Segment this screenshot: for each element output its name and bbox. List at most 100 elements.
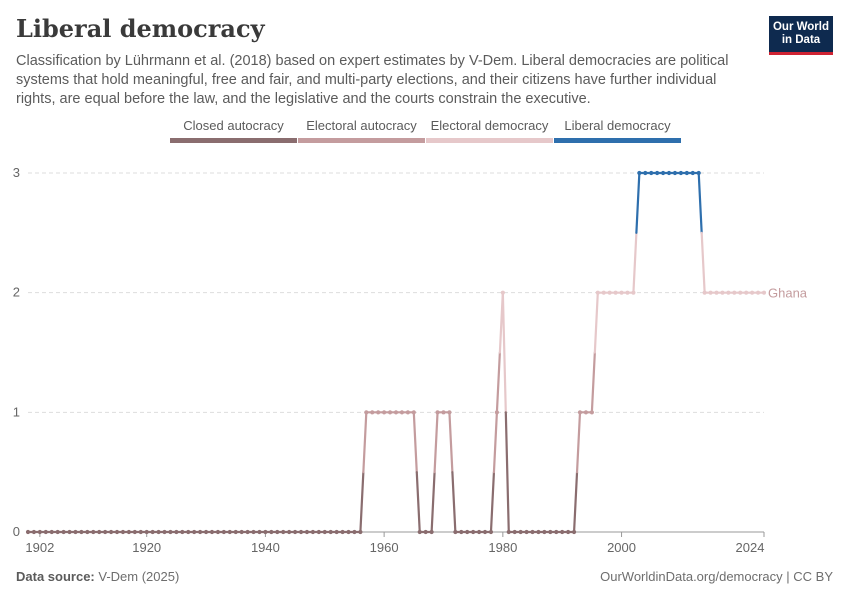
- data-point: [275, 529, 280, 535]
- data-point: [328, 529, 333, 535]
- series-line-segment: [697, 171, 703, 234]
- data-point: [257, 529, 262, 535]
- x-tick-label: 1980: [488, 540, 517, 555]
- data-point: [203, 529, 209, 535]
- x-tick-label: 1940: [251, 540, 280, 555]
- data-point: [192, 529, 197, 535]
- data-point: [738, 290, 743, 295]
- data-point: [239, 529, 244, 535]
- series-line-segment: [430, 471, 436, 534]
- data-source-value[interactable]: V-Dem (2025): [98, 569, 180, 584]
- data-point: [583, 410, 589, 415]
- data-point: [750, 290, 755, 295]
- series-label-ghana: Ghana: [768, 286, 808, 301]
- data-point: [589, 410, 594, 415]
- data-point: [476, 529, 482, 535]
- data-point: [761, 290, 767, 295]
- data-point: [138, 529, 143, 535]
- data-point: [263, 529, 268, 535]
- series-line-segment: [632, 231, 638, 294]
- legend-electoral-autocracy[interactable]: Electoral autocracy: [298, 118, 425, 143]
- data-point: [31, 529, 37, 535]
- data-point: [548, 529, 553, 535]
- data-point: [720, 290, 725, 295]
- data-point: [447, 410, 452, 415]
- data-point: [156, 529, 161, 535]
- x-tick-label: 2024: [736, 540, 765, 555]
- data-point: [304, 529, 310, 535]
- data-point: [387, 410, 393, 415]
- data-point: [269, 529, 274, 535]
- footer-url[interactable]: OurWorldinData.org/democracy | CC BY: [600, 569, 833, 584]
- data-point: [435, 410, 440, 415]
- data-point: [714, 290, 719, 295]
- series-line-segment: [504, 411, 510, 534]
- data-point: [560, 529, 565, 535]
- data-point: [732, 290, 737, 295]
- data-point: [382, 410, 387, 415]
- owid-logo[interactable]: Our World in Data: [769, 16, 833, 55]
- series-line-segment: [590, 351, 596, 414]
- data-point: [631, 290, 636, 295]
- data-point: [755, 290, 761, 295]
- data-point: [417, 529, 422, 535]
- data-point: [281, 529, 286, 535]
- data-point: [162, 529, 167, 535]
- data-point: [524, 529, 529, 535]
- data-point: [370, 410, 375, 415]
- data-point: [500, 290, 505, 295]
- data-point: [619, 290, 624, 295]
- data-point: [73, 529, 78, 535]
- data-point: [346, 529, 351, 535]
- chart-legend: Closed autocracy Electoral autocracy Ele…: [170, 118, 682, 143]
- data-point: [536, 529, 541, 535]
- data-point: [405, 410, 410, 415]
- x-tick-label: 1960: [370, 540, 399, 555]
- data-point: [429, 529, 434, 535]
- data-point: [601, 290, 606, 295]
- series-line-segment: [572, 471, 579, 534]
- data-point: [702, 290, 707, 295]
- y-tick-label: 2: [13, 285, 20, 300]
- data-point: [726, 290, 731, 295]
- data-point: [542, 529, 547, 535]
- series-line-segment: [575, 411, 582, 474]
- data-point: [298, 529, 304, 535]
- data-point: [245, 529, 250, 535]
- data-point: [643, 170, 648, 176]
- data-source-label: Data source:: [16, 569, 95, 584]
- series-line-segment: [412, 411, 418, 474]
- legend-liberal-democracy[interactable]: Liberal democracy: [554, 118, 681, 143]
- data-point: [506, 529, 511, 535]
- series-line-segment: [700, 231, 706, 294]
- data-point: [144, 529, 149, 535]
- data-point: [198, 529, 203, 535]
- data-point: [352, 529, 357, 535]
- data-point: [613, 290, 618, 295]
- data-point: [376, 410, 381, 415]
- data-point: [399, 410, 405, 415]
- logo-line-1: Our World: [772, 21, 829, 33]
- data-point: [108, 529, 114, 535]
- data-point: [518, 529, 523, 535]
- data-point: [97, 529, 102, 535]
- data-point: [150, 529, 155, 535]
- data-point: [708, 290, 713, 295]
- legend-electoral-democracy[interactable]: Electoral democracy: [426, 118, 553, 143]
- data-point: [595, 290, 600, 295]
- data-point: [488, 529, 494, 535]
- data-point: [103, 529, 108, 535]
- data-point: [168, 529, 173, 535]
- data-point: [85, 529, 90, 535]
- data-point: [126, 529, 132, 535]
- data-point: [209, 529, 215, 535]
- data-point: [411, 410, 416, 415]
- data-point: [49, 529, 54, 535]
- data-point: [655, 170, 660, 176]
- legend-closed-autocracy[interactable]: Closed autocracy: [170, 118, 297, 143]
- data-source: Data source: V-Dem (2025): [16, 569, 179, 584]
- data-point: [744, 290, 749, 295]
- data-point: [471, 529, 476, 535]
- series-line-segment: [448, 411, 454, 474]
